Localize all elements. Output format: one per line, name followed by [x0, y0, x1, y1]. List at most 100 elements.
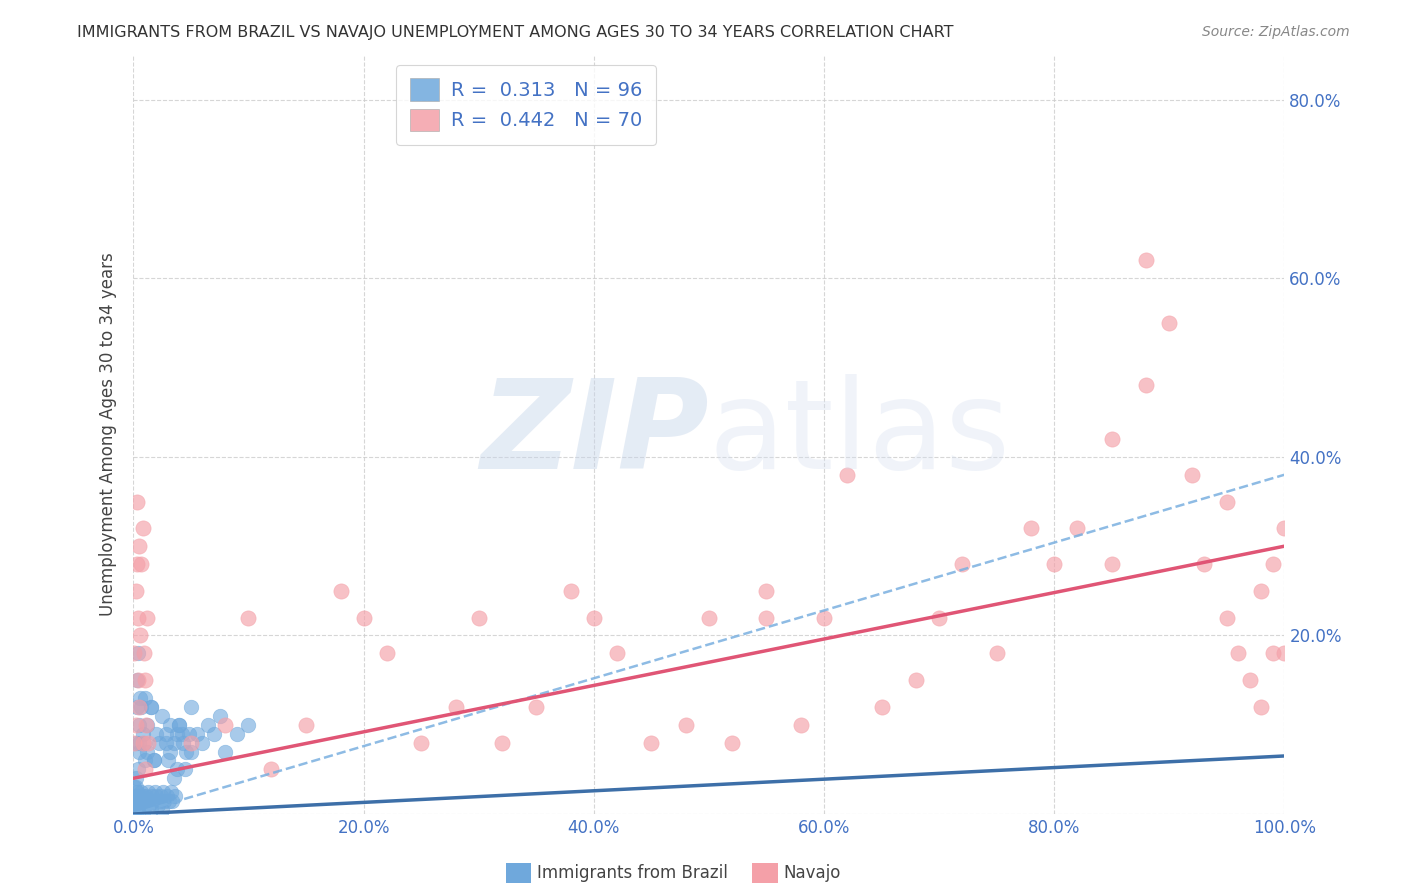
Point	[928, 610, 950, 624]
Point	[150, 708, 173, 723]
Point	[124, 789, 146, 804]
Point	[132, 735, 155, 749]
Point	[128, 735, 150, 749]
Point	[145, 726, 167, 740]
Point	[124, 780, 146, 795]
Point	[208, 708, 231, 723]
Point	[524, 699, 547, 714]
Point	[131, 785, 153, 799]
Point	[127, 673, 149, 687]
Point	[122, 803, 145, 817]
Point	[125, 494, 148, 508]
Point	[166, 726, 188, 740]
Point	[145, 789, 167, 804]
Point	[129, 628, 152, 642]
Point	[1261, 557, 1284, 571]
Point	[162, 735, 184, 749]
Point	[160, 785, 183, 799]
Point	[1216, 610, 1239, 624]
Point	[136, 744, 159, 758]
Point	[139, 803, 162, 817]
Point	[159, 744, 181, 758]
Point	[146, 798, 169, 813]
Point	[131, 726, 153, 740]
Point	[129, 789, 152, 804]
Point	[172, 735, 194, 749]
Point	[132, 803, 155, 817]
Point	[180, 699, 202, 714]
Point	[1019, 521, 1042, 535]
Point	[1066, 521, 1088, 535]
Point	[675, 717, 697, 731]
Point	[143, 785, 166, 799]
Point	[174, 763, 197, 777]
Point	[155, 735, 177, 749]
Point	[127, 610, 149, 624]
Point	[166, 763, 188, 777]
Point	[582, 610, 605, 624]
Point	[124, 780, 146, 795]
Point	[142, 794, 165, 808]
Point	[131, 735, 153, 749]
Point	[127, 646, 149, 660]
Point	[128, 794, 150, 808]
Point	[162, 772, 184, 786]
Text: atlas: atlas	[709, 374, 1011, 495]
Point	[138, 798, 160, 813]
Point	[134, 673, 156, 687]
Point	[1274, 646, 1296, 660]
Point	[124, 798, 146, 813]
Point	[1227, 646, 1250, 660]
Point	[131, 699, 153, 714]
Point	[186, 726, 208, 740]
Point	[124, 646, 146, 660]
Point	[124, 735, 146, 749]
Point	[1192, 557, 1215, 571]
Point	[169, 717, 191, 731]
Point	[755, 583, 778, 598]
Point	[125, 673, 148, 687]
Point	[214, 717, 236, 731]
Point	[139, 699, 162, 714]
Point	[136, 717, 159, 731]
Point	[1135, 378, 1157, 392]
Point	[1135, 253, 1157, 268]
Point	[238, 717, 260, 731]
Point	[986, 646, 1008, 660]
Point	[124, 717, 146, 731]
Point	[174, 744, 197, 758]
Point	[124, 583, 146, 598]
Point	[127, 763, 149, 777]
Point	[162, 794, 184, 808]
Point	[132, 794, 155, 808]
Point	[1043, 557, 1066, 571]
Point	[411, 735, 433, 749]
Point	[135, 789, 157, 804]
Point	[124, 735, 146, 749]
Point	[125, 699, 148, 714]
Point	[260, 763, 283, 777]
Point	[606, 646, 628, 660]
Point	[148, 735, 170, 749]
Point	[124, 798, 146, 813]
Point	[136, 794, 159, 808]
Point	[141, 789, 163, 804]
Point	[177, 726, 200, 740]
Point	[131, 789, 153, 804]
Point	[131, 794, 153, 808]
Point	[127, 798, 149, 813]
Point	[197, 717, 219, 731]
Point	[153, 794, 176, 808]
Point	[1101, 557, 1123, 571]
Point	[134, 798, 156, 813]
Point	[124, 803, 146, 817]
Point	[128, 699, 150, 714]
Point	[467, 610, 489, 624]
Point	[560, 583, 582, 598]
Text: IMMIGRANTS FROM BRAZIL VS NAVAJO UNEMPLOYMENT AMONG AGES 30 TO 34 YEARS CORRELAT: IMMIGRANTS FROM BRAZIL VS NAVAJO UNEMPLO…	[77, 25, 953, 40]
Text: ZIP: ZIP	[479, 374, 709, 495]
Point	[835, 467, 858, 482]
Point	[157, 794, 180, 808]
Point	[128, 539, 150, 553]
Point	[755, 610, 778, 624]
